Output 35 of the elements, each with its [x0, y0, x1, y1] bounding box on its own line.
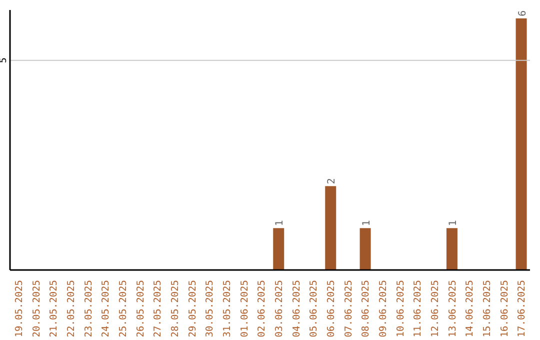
x-tick-label: 29.05.2025 [187, 280, 198, 338]
x-tick-label: 16.06.2025 [499, 280, 510, 338]
x-tick-label: 07.06.2025 [343, 280, 354, 338]
x-tick-label: 15.06.2025 [482, 280, 493, 338]
x-tick-label: 10.06.2025 [395, 280, 406, 338]
x-tick-label: 27.05.2025 [152, 280, 164, 338]
x-tick-label: 03.06.2025 [274, 280, 285, 338]
x-tick-label: 21.05.2025 [48, 280, 60, 338]
x-tick-label: 02.06.2025 [256, 280, 268, 338]
data-label: 1 [361, 220, 372, 226]
data-label: 1 [448, 220, 459, 226]
x-tick-label: 23.05.2025 [83, 280, 94, 338]
x-tick-label: 11.06.2025 [412, 280, 424, 338]
x-tick-label: 31.05.2025 [222, 280, 233, 338]
x-tick-label: 01.06.2025 [239, 280, 250, 338]
x-tick-label: 30.05.2025 [204, 280, 216, 338]
x-tick-label: 14.06.2025 [464, 280, 476, 338]
x-tick-label: 19.05.2025 [14, 280, 25, 338]
x-tick-label: 24.05.2025 [100, 280, 112, 338]
data-label: 2 [326, 178, 338, 184]
x-tick-label: 13.06.2025 [447, 280, 458, 338]
data-label: 6 [517, 10, 528, 16]
x-tick-label: 26.05.2025 [135, 280, 146, 338]
x-tick-label: 04.06.2025 [291, 280, 302, 338]
x-tick-label: 08.06.2025 [360, 280, 372, 338]
x-tick-label: 28.05.2025 [170, 280, 181, 338]
x-tick-label: 17.06.2025 [516, 280, 528, 338]
x-tick-label: 20.05.2025 [31, 280, 42, 338]
x-tick-label: 22.05.2025 [66, 280, 77, 338]
x-tick-label: 09.06.2025 [378, 280, 389, 338]
data-label: 1 [274, 220, 286, 226]
x-tick-label: 25.05.2025 [118, 280, 129, 338]
x-tick-label: 06.06.2025 [326, 280, 337, 338]
x-tick-label: 12.06.2025 [430, 280, 441, 338]
x-tick-label: 05.06.2025 [308, 280, 320, 338]
